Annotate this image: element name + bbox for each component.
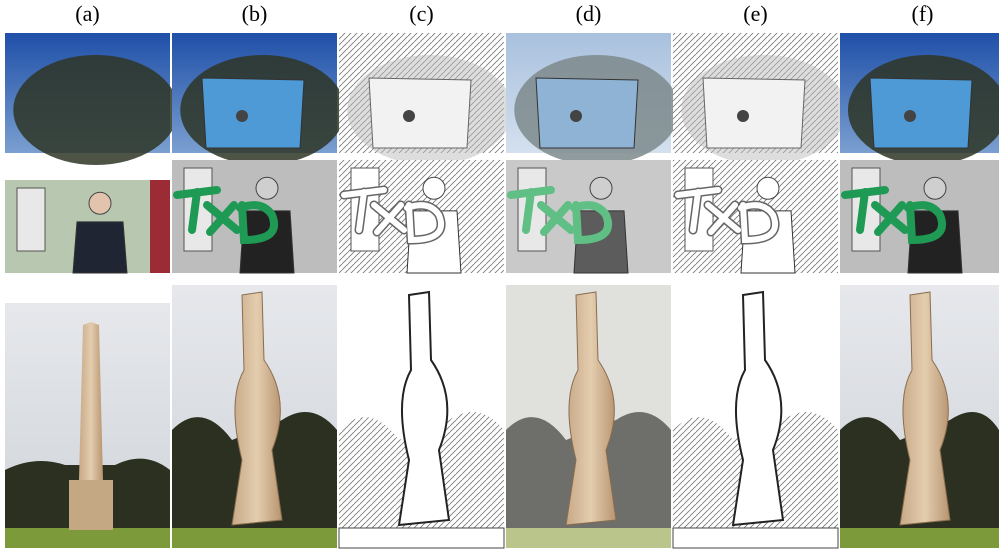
- image-blue-sheet: [536, 78, 638, 148]
- panel-column: [506, 33, 679, 548]
- image-grass: [673, 528, 838, 548]
- panel-label: (f): [912, 1, 934, 26]
- panel-label: (c): [409, 1, 433, 26]
- image-body: [73, 222, 127, 273]
- panel-column: [5, 33, 178, 548]
- image-head: [590, 177, 612, 199]
- image-hole: [570, 110, 582, 122]
- image-grass: [840, 528, 999, 548]
- image-blue-sheet: [369, 78, 471, 148]
- image-grass: [506, 528, 671, 548]
- image-pedestal: [69, 480, 113, 530]
- image-hole: [904, 110, 916, 122]
- image-hole: [737, 110, 749, 122]
- image-grass: [5, 528, 170, 548]
- panel-column: [840, 33, 999, 548]
- image-head: [423, 177, 445, 199]
- image-blue-sheet: [202, 78, 304, 148]
- image-hole: [236, 110, 248, 122]
- panel-label: (d): [576, 1, 602, 26]
- panel-label: (e): [743, 1, 767, 26]
- image-blue-sheet: [703, 78, 805, 148]
- image-door: [150, 180, 170, 273]
- figure: (a) (b) (c) (d) (e) (f): [0, 0, 999, 553]
- panel-column: [673, 33, 846, 548]
- image-grass: [339, 528, 504, 548]
- image-obelisk: [79, 322, 103, 480]
- image-head: [924, 177, 946, 199]
- panel-column: [339, 33, 512, 548]
- image-blue-sheet: [870, 78, 972, 148]
- image-trees: [13, 55, 178, 165]
- image-hole: [403, 110, 415, 122]
- panel-label: (b): [242, 1, 268, 26]
- image-head: [256, 177, 278, 199]
- image-grass: [172, 528, 337, 548]
- panel-label: (a): [75, 1, 99, 26]
- panel-column: [172, 33, 345, 548]
- image-head: [757, 177, 779, 199]
- image-head: [89, 192, 111, 214]
- image-window: [17, 188, 45, 251]
